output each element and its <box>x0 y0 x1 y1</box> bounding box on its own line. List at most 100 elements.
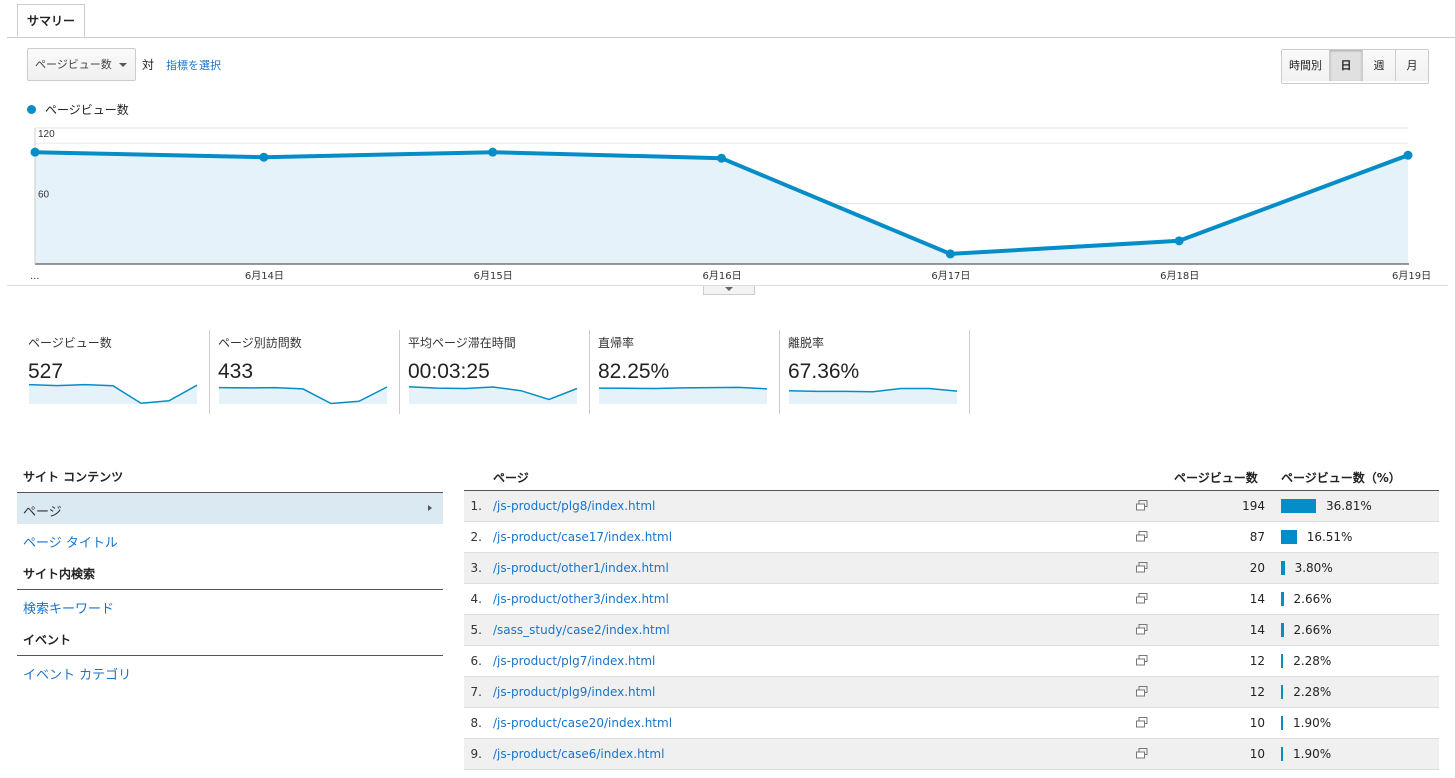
open-in-new-window-icon[interactable] <box>1136 562 1148 573</box>
row-pageviews: 12 <box>1249 685 1265 699</box>
data-point[interactable] <box>1403 150 1413 160</box>
pct-bar <box>1281 499 1316 513</box>
metric-card: 平均ページ滞在時間 00:03:25 <box>400 330 590 414</box>
table-header: ページ ページビュー数 ページビュー数（%） <box>464 462 1439 491</box>
row-pageviews-pct: 2.66% <box>1293 623 1332 637</box>
row-index: 4. <box>470 592 482 606</box>
legend-dot-icon <box>27 105 36 114</box>
data-point[interactable] <box>488 147 498 157</box>
metric-select-label: ページビュー数 <box>35 58 112 71</box>
data-point[interactable] <box>717 153 726 163</box>
content-sidebar: サイト コンテンツ ページ ページ タイトル サイト内検索 検索キーワード イベ… <box>17 462 443 687</box>
x-tick-label: 6月14日 <box>245 270 284 282</box>
pct-bar <box>1281 716 1283 730</box>
open-in-new-window-icon[interactable] <box>1136 500 1148 511</box>
data-point[interactable] <box>1174 236 1184 246</box>
column-header-page: ページ <box>493 471 529 485</box>
row-index: 1. <box>470 499 482 513</box>
row-pageviews: 20 <box>1249 561 1265 575</box>
open-in-new-window-icon[interactable] <box>1136 655 1148 666</box>
page-link[interactable]: /js-product/plg8/index.html <box>493 499 656 513</box>
x-tick-label: 6月19日 <box>1392 270 1431 282</box>
pct-bar <box>1281 623 1284 637</box>
tab-summary[interactable]: サマリー <box>17 4 85 37</box>
metric-value: 67.36% <box>788 360 860 383</box>
metric-sparkline <box>409 385 578 404</box>
page-link[interactable]: /js-product/plg7/index.html <box>493 654 656 668</box>
column-header-pageviews: ページビュー数 <box>1174 471 1258 485</box>
page-link[interactable]: /js-product/plg9/index.html <box>493 685 656 699</box>
sidebar-item-page-title[interactable]: ページ タイトル <box>23 536 118 551</box>
data-point[interactable] <box>30 147 40 157</box>
page-link[interactable]: /js-product/case20/index.html <box>493 716 673 730</box>
row-pageviews-pct: 3.80% <box>1294 561 1333 575</box>
pct-bar <box>1281 561 1285 575</box>
data-point[interactable] <box>945 249 955 259</box>
chevron-down-icon <box>119 63 127 67</box>
chart-collapse-handle[interactable] <box>703 286 755 295</box>
row-pageviews-pct: 16.51% <box>1306 530 1353 544</box>
granularity-toggle: 時間別 日 週 月 <box>1281 49 1429 84</box>
metric-label: 離脱率 <box>788 336 825 350</box>
metric-sparkline <box>789 387 958 404</box>
metric-card: ページビュー数 527 <box>20 330 210 414</box>
metric-card: ページ別訪問数 433 <box>210 330 400 414</box>
sidebar-item-page[interactable]: ページ <box>17 493 443 524</box>
table-row: 5. /sass_study/case2/index.html 14 2.66% <box>464 615 1439 646</box>
granularity-day-button[interactable]: 日 <box>1329 50 1362 81</box>
row-pageviews: 14 <box>1249 623 1265 637</box>
pct-bar <box>1281 530 1297 544</box>
table-row: 8. /js-product/case20/index.html 10 1.90% <box>464 708 1439 739</box>
sidebar-heading-site-search: サイト内検索 <box>17 559 443 590</box>
metric-card: 直帰率 82.25% <box>590 330 780 414</box>
granularity-hourly-button[interactable]: 時間別 <box>1282 50 1329 81</box>
metric-value: 82.25% <box>598 360 670 383</box>
pct-bar <box>1281 747 1283 761</box>
metric-sparkline <box>29 383 198 404</box>
pages-table: ページ ページビュー数 ページビュー数（%） 1. /js-product/plg… <box>464 462 1439 770</box>
table-row: 7. /js-product/plg9/index.html 12 2.28% <box>464 677 1439 708</box>
open-in-new-window-icon[interactable] <box>1136 531 1148 542</box>
row-pageviews: 14 <box>1249 592 1265 606</box>
metric-summary: ページビュー数 527 ページ別訪問数 433 平均ページ滞在時間 00:03:25 直帰率… <box>20 330 970 414</box>
x-tick-label: 6月18日 <box>1160 270 1199 282</box>
open-in-new-window-icon[interactable] <box>1136 624 1148 635</box>
legend-label: ページビュー数 <box>45 103 129 117</box>
open-in-new-window-icon[interactable] <box>1136 686 1148 697</box>
pct-bar <box>1281 592 1284 606</box>
pct-bar <box>1281 685 1284 699</box>
open-in-new-window-icon[interactable] <box>1136 748 1148 759</box>
row-pageviews-pct: 2.66% <box>1293 592 1332 606</box>
row-index: 2. <box>470 530 482 544</box>
metric-value: 527 <box>28 360 64 383</box>
granularity-month-button[interactable]: 月 <box>1395 50 1428 81</box>
x-tick-label: 6月17日 <box>931 270 970 282</box>
page-link[interactable]: /sass_study/case2/index.html <box>493 623 670 637</box>
sidebar-heading-site-content: サイト コンテンツ <box>17 462 443 493</box>
tab-bar: サマリー <box>0 0 1455 38</box>
chart-divider <box>7 285 1448 286</box>
page-link[interactable]: /js-product/other3/index.html <box>493 592 669 606</box>
pageviews-chart: 120 60... 6月14日 6月15日 6月16日 6月17日 6月18日 6月19日 <box>30 127 1431 282</box>
row-index: 3. <box>470 561 482 575</box>
page-link[interactable]: /js-product/other1/index.html <box>493 561 669 575</box>
vs-label: 対 <box>142 58 155 72</box>
row-pageviews-pct: 1.90% <box>1293 747 1332 761</box>
metric-value: 00:03:25 <box>408 360 490 383</box>
metric-label: ページビュー数 <box>28 336 112 350</box>
open-in-new-window-icon[interactable] <box>1136 717 1148 728</box>
x-tick-label: 6月15日 <box>474 270 513 282</box>
data-point[interactable] <box>259 152 269 162</box>
page-link[interactable]: /js-product/case6/index.html <box>493 747 665 761</box>
metric-select[interactable]: ページビュー数 <box>27 48 136 81</box>
open-in-new-window-icon[interactable] <box>1136 593 1148 604</box>
column-header-pageviews-pct: ページビュー数（%） <box>1281 471 1401 485</box>
sidebar-item-event-category[interactable]: イベント カテゴリ <box>23 668 132 683</box>
y-tick-label: 120 <box>38 129 55 140</box>
chart-legend: ページビュー数 <box>27 101 129 118</box>
sidebar-item-search-keyword[interactable]: 検索キーワード <box>23 602 115 617</box>
select-metric-link[interactable]: 指標を選択 <box>166 59 221 72</box>
page-link[interactable]: /js-product/case17/index.html <box>493 530 673 544</box>
row-index: 6. <box>470 654 482 668</box>
granularity-week-button[interactable]: 週 <box>1362 50 1395 81</box>
